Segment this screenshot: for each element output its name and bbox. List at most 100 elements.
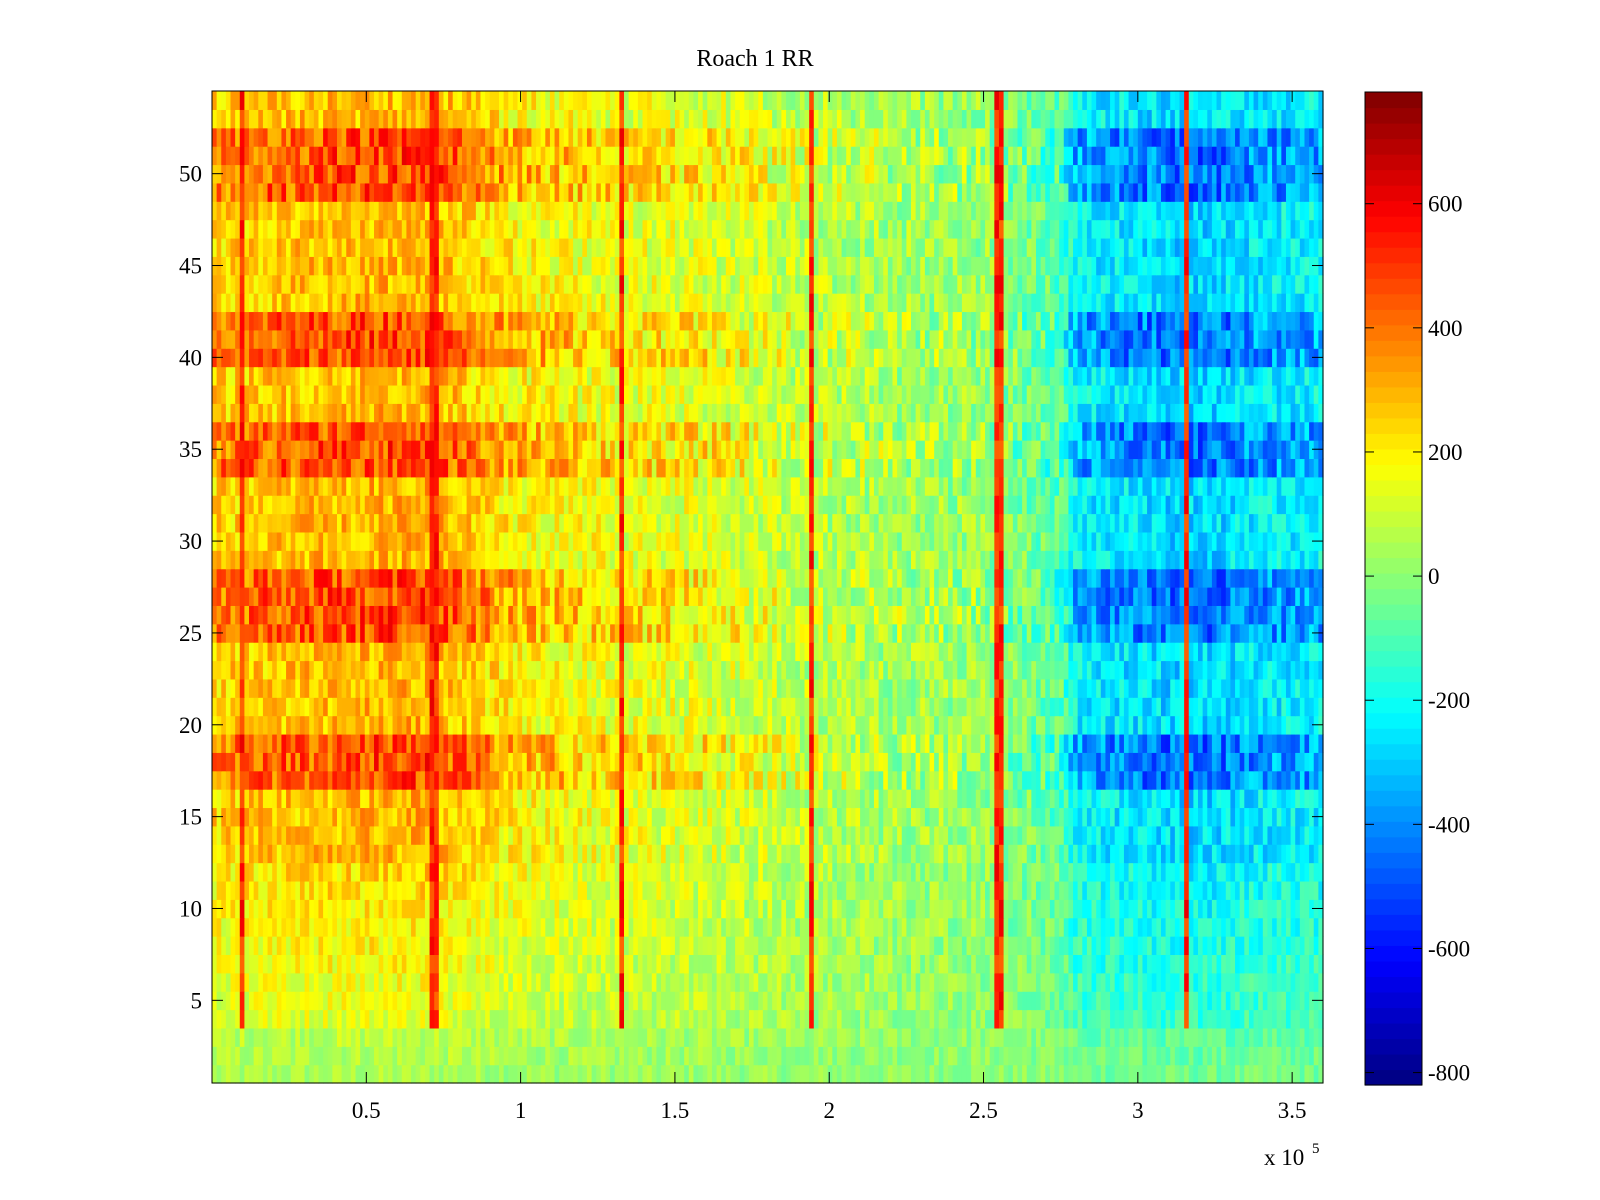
heatmap-cell	[461, 715, 468, 735]
heatmap-cell	[989, 697, 995, 717]
heatmap-cell	[637, 807, 644, 827]
heatmap-cell	[475, 825, 482, 845]
heatmap-cell	[707, 844, 713, 864]
heatmap-cell	[869, 733, 875, 753]
heatmap-cell	[614, 899, 620, 919]
heatmap-cell	[753, 1009, 759, 1029]
heatmap-cell	[1198, 715, 1204, 735]
heatmap-cell	[568, 825, 574, 845]
heatmap-cell	[836, 715, 843, 735]
heatmap-cell	[262, 991, 269, 1011]
heatmap-cell	[387, 917, 394, 937]
heatmap-cell	[258, 880, 264, 900]
heatmap-cell	[684, 770, 690, 790]
heatmap-cell	[1225, 991, 1232, 1011]
heatmap-cell	[670, 1009, 676, 1029]
heatmap-cell	[489, 917, 495, 937]
heatmap-cell	[323, 1064, 329, 1084]
heatmap-cell	[781, 1046, 787, 1066]
heatmap-cell	[378, 844, 384, 864]
heatmap-cell	[332, 1027, 338, 1047]
heatmap-cell	[457, 789, 463, 809]
heatmap-cell	[1221, 1009, 1227, 1029]
heatmap-cell	[948, 807, 954, 827]
heatmap-cell	[225, 936, 232, 956]
heatmap-cell	[499, 733, 505, 753]
heatmap-cell	[730, 1009, 736, 1029]
heatmap-cell	[873, 954, 880, 974]
heatmap-cell	[1193, 954, 1199, 974]
heatmap-cell	[406, 789, 412, 809]
heatmap-cell	[1082, 936, 1088, 956]
heatmap-cell	[309, 880, 315, 900]
heatmap-cell	[1133, 733, 1139, 753]
heatmap-cell	[841, 770, 847, 790]
heatmap-cell	[934, 936, 940, 956]
heatmap-cell	[415, 880, 421, 900]
heatmap-cell	[707, 825, 713, 845]
heatmap-cell	[878, 862, 884, 882]
heatmap-cell	[1054, 991, 1060, 1011]
heatmap-cell	[536, 899, 542, 919]
heatmap-cell	[1022, 917, 1028, 937]
heatmap-cell	[1133, 1009, 1139, 1029]
heatmap-cell	[1281, 715, 1287, 735]
heatmap-cell	[364, 899, 370, 919]
heatmap-cell	[642, 789, 648, 809]
heatmap-cell	[323, 807, 329, 827]
heatmap-cell	[466, 991, 472, 1011]
heatmap-cell	[1285, 917, 1292, 937]
heatmap-cell	[1184, 752, 1190, 772]
heatmap-cell	[957, 789, 963, 809]
heatmap-cell	[693, 899, 699, 919]
heatmap-cell	[1133, 1027, 1139, 1047]
heatmap-cell	[355, 936, 361, 956]
heatmap-cell	[929, 733, 935, 753]
heatmap-cell	[642, 733, 648, 753]
heatmap-cell	[943, 789, 949, 809]
heatmap-cell	[762, 1027, 769, 1047]
heatmap-cell	[1244, 1064, 1250, 1084]
heatmap-cell	[772, 1046, 778, 1066]
heatmap-cell	[952, 697, 958, 717]
heatmap-cell	[614, 936, 620, 956]
heatmap-cell	[1230, 1064, 1236, 1084]
heatmap-cell	[1142, 1046, 1148, 1066]
heatmap-cell	[466, 844, 472, 864]
heatmap-cell	[1068, 825, 1074, 845]
heatmap-cell	[605, 1027, 611, 1047]
heatmap-cell	[318, 1009, 324, 1029]
heatmap-cell	[244, 697, 250, 717]
heatmap-cell	[1128, 936, 1134, 956]
heatmap-cell	[924, 862, 931, 882]
heatmap-cell	[517, 991, 523, 1011]
heatmap-cell	[526, 697, 533, 717]
heatmap-cell	[466, 1009, 472, 1029]
heatmap-cell	[1281, 770, 1287, 790]
heatmap-cell	[744, 807, 750, 827]
heatmap-cell	[873, 825, 880, 845]
heatmap-cell	[864, 752, 870, 772]
heatmap-cell	[1026, 752, 1032, 772]
heatmap-cell	[762, 1064, 769, 1084]
heatmap-cell	[619, 733, 625, 753]
heatmap-cell	[540, 1009, 546, 1029]
heatmap-cell	[637, 1046, 644, 1066]
heatmap-cell	[471, 1009, 477, 1029]
heatmap-cell	[216, 972, 222, 992]
heatmap-cell	[1077, 1027, 1083, 1047]
heatmap-cell	[531, 825, 537, 845]
heatmap-cell	[424, 936, 431, 956]
heatmap-cell	[448, 733, 454, 753]
heatmap-cell	[526, 770, 533, 790]
heatmap-cell	[1179, 789, 1185, 809]
heatmap-cell	[786, 715, 792, 735]
heatmap-cell	[457, 862, 463, 882]
heatmap-cell	[1285, 752, 1292, 772]
heatmap-cell	[1309, 862, 1315, 882]
heatmap-cell	[1318, 789, 1324, 809]
heatmap-cell	[494, 844, 500, 864]
heatmap-cell	[1281, 844, 1287, 864]
heatmap-cell	[304, 972, 310, 992]
heatmap-cell	[961, 789, 968, 809]
